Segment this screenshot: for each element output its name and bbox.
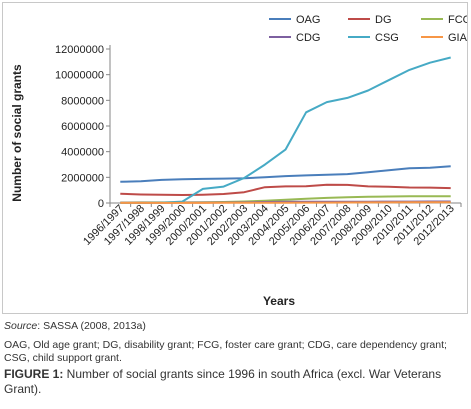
y-tick-label: 0 [98,198,104,210]
y-tick-label: 12000000 [55,44,104,56]
source-text: : SASSA (2008, 2013a) [37,320,146,332]
abbreviations-note: OAG, Old age grant; DG, disability grant… [4,339,447,364]
y-tick-label: 2000000 [61,172,104,184]
legend-label-fcg: FCG [448,14,467,26]
y-tick-label: 4000000 [61,147,104,159]
y-tick-label: 10000000 [55,70,104,82]
figure-caption: FIGURE 1: Number of social grants since … [4,367,466,397]
series-line-csg [120,56,451,204]
legend-label-gia: GIA [448,32,467,44]
source-note: Source: SASSA (2008, 2013a) [4,320,146,333]
y-tick-label: 6000000 [61,121,104,133]
figure-label: FIGURE 1: [4,367,64,381]
legend-label-dg: DG [375,14,392,26]
y-tick-label: 8000000 [61,95,104,107]
legend-label-cdg: CDG [296,32,320,44]
chart-frame: 0 2000000 4000000 6000000 8000000 10000000 120… [2,2,468,314]
y-axis-title: Number of social grants [10,64,24,202]
legend-label-oag: OAG [296,14,320,26]
series-line-dg [120,183,451,196]
x-axis-title: Years [263,294,295,308]
line-chart: 0 2000000 4000000 6000000 8000000 10000000 120… [10,14,467,308]
source-label: Source [4,320,38,332]
legend-label-csg: CSG [375,32,399,44]
figure-caption-text: Number of social grants since 1996 in so… [4,367,442,396]
series-line-gia [120,201,451,204]
series-line-oag [120,165,451,183]
